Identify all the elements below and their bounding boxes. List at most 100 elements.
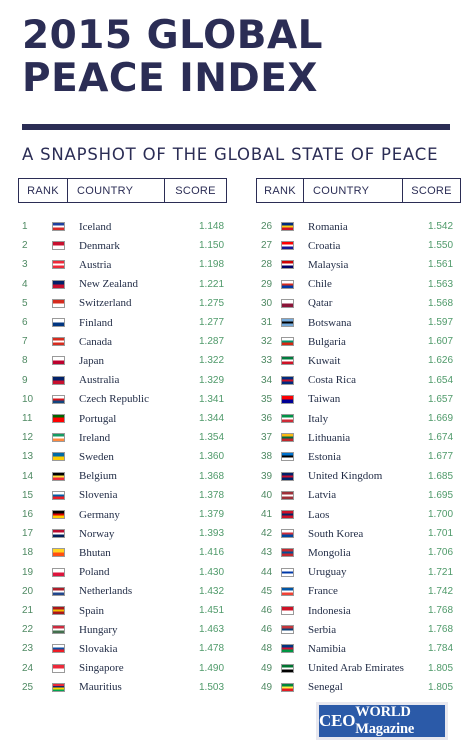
country-cell: Singapore [79,662,124,675]
table-row: 29 Chile 1.563 [0,275,474,294]
score-cell: 1.550 [428,240,454,252]
flag-icon [281,644,294,654]
flag-icon [52,394,65,404]
flag-icon [52,625,65,635]
score-cell: 1.721 [428,566,454,578]
table-row: 6 Finland 1.277 [0,313,474,332]
country-cell: Croatia [308,239,341,252]
header-rank: RANK [27,184,59,197]
table-row: 30 Qatar 1.568 [0,294,474,313]
logo-rest-text: WORLD Magazine [355,704,415,737]
table-row: 46 Indonesia 1.768 [0,601,474,620]
score-cell: 1.805 [428,681,454,693]
flag-icon [281,663,294,673]
table-row: 39 United Kingdom 1.685 [0,467,474,486]
table-row: 7 Canada 1.287 [0,332,474,351]
score-cell: 1.657 [428,393,454,405]
flag-icon [52,529,65,539]
score-cell: 1.360 [199,451,225,463]
country-cell: Laos [308,508,330,521]
table-row: 4 New Zealand 1.221 [0,275,474,294]
table-header-left: RANK COUNTRY SCORE [18,178,227,203]
rank-cell: 13 [22,451,34,463]
table-row: 5 Switzerland 1.275 [0,294,474,313]
score-cell: 1.354 [199,432,225,444]
rank-cell: 2 [22,240,28,252]
score-cell: 1.322 [199,355,225,367]
table-row: 13 Sweden 1.360 [0,447,474,466]
score-cell: 1.669 [428,413,454,424]
rank-cell: 32 [261,336,273,348]
score-cell: 1.490 [199,662,225,674]
score-cell: 1.378 [199,489,225,501]
flag-icon [52,241,65,251]
rank-cell: 26 [261,221,273,232]
rank-cell: 1 [22,221,28,232]
ceoworld-logo: CEO WORLD Magazine [319,704,445,737]
flag-icon [52,356,65,366]
score-cell: 1.432 [199,585,225,597]
score-cell: 1.626 [428,355,454,367]
rank-cell: 20 [22,585,34,597]
country-cell: Serbia [308,623,337,636]
flag-icon [281,394,294,404]
score-cell: 1.568 [428,297,454,309]
country-cell: Slovakia [79,642,118,655]
table-row: 33 Kuwait 1.626 [0,351,474,370]
flag-icon [281,337,294,347]
country-cell: Italy [308,412,329,425]
rank-cell: 43 [261,547,273,559]
rank-cell: 9 [22,374,28,386]
table-row: 46 Serbia 1.768 [0,620,474,639]
country-cell: Mauritius [79,681,122,694]
country-cell: Taiwan [308,393,341,406]
flag-icon [281,529,294,539]
score-cell: 1.805 [428,662,454,674]
rank-cell: 34 [261,374,273,386]
score-cell: 1.695 [428,489,454,501]
rank-cell: 49 [261,681,273,693]
flag-icon [52,644,65,654]
score-cell: 1.463 [199,624,225,636]
flag-icon [52,471,65,481]
table-row: 26 Romania 1.542 [0,217,474,236]
country-cell: Slovenia [79,489,118,502]
table-row: 22 Hungary 1.463 [0,620,474,639]
score-cell: 1.344 [199,413,225,424]
flag-icon [281,414,294,423]
rank-cell: 3 [22,259,28,271]
table-row: 40 Latvia 1.695 [0,486,474,505]
country-cell: Senegal [308,681,343,694]
flag-icon [52,414,65,423]
header-score: SCORE [164,179,226,202]
flag-icon [52,490,65,500]
score-cell: 1.706 [428,547,454,559]
rank-cell: 17 [22,528,34,540]
country-cell: Botswana [308,316,352,329]
header-rank: RANK [264,184,296,197]
country-cell: Costa Rica [308,374,356,387]
table-row: 11 Portugal 1.344 [0,409,474,428]
flag-icon [281,606,294,615]
rank-cell: 14 [22,470,34,482]
score-cell: 1.784 [428,643,454,655]
country-cell: Ireland [79,431,111,444]
table-row: 45 France 1.742 [0,582,474,601]
table-row: 27 Croatia 1.550 [0,236,474,255]
country-cell: Chile [308,278,332,291]
country-cell: Lithuania [308,431,351,444]
score-cell: 1.654 [428,374,454,386]
country-cell: United Arab Emirates [308,662,404,675]
rank-cell: 37 [261,432,273,444]
table-row: 38 Estonia 1.677 [0,447,474,466]
country-cell: Hungary [79,623,118,636]
table-row: 18 Bhutan 1.416 [0,543,474,562]
table-row: 3 Austria 1.198 [0,255,474,274]
rank-cell: 15 [22,489,34,501]
rank-cell: 25 [22,681,34,693]
country-cell: Belgium [79,470,117,483]
score-cell: 1.287 [199,336,225,348]
table-row: 43 Mongolia 1.706 [0,543,474,562]
rank-cell: 8 [22,355,28,367]
score-cell: 1.275 [199,297,225,309]
